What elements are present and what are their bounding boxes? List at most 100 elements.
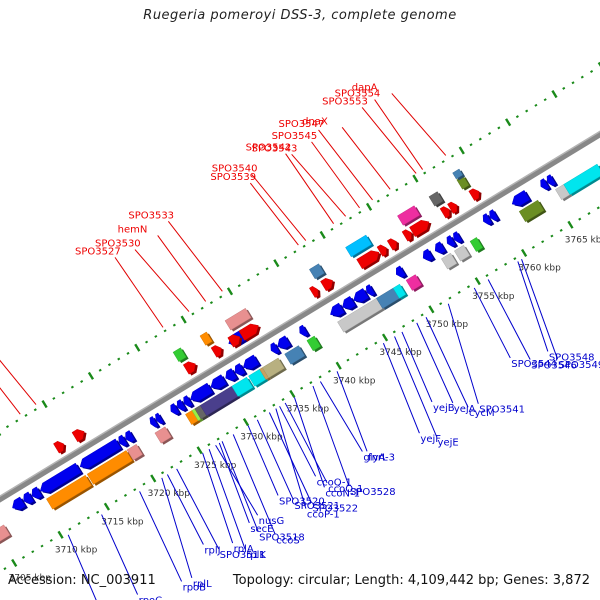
cog-feature[interactable] (126, 443, 143, 461)
cds-feature[interactable] (376, 244, 387, 257)
cog-feature[interactable] (224, 307, 252, 331)
gene-label[interactable]: SPO3553 (322, 96, 368, 107)
gene-label[interactable]: SPO3528 (350, 487, 396, 498)
cog-feature[interactable] (440, 252, 458, 270)
gene-label[interactable]: SPO3548 (549, 352, 595, 363)
cog-feature[interactable] (428, 191, 444, 207)
gene-label[interactable]: SPO3541 (479, 405, 525, 416)
cds-feature[interactable] (210, 345, 222, 358)
gene-label[interactable]: rplK (246, 550, 266, 561)
cds-feature[interactable] (39, 462, 82, 493)
cds-feature[interactable] (342, 295, 356, 310)
gene-label[interactable]: cycM (469, 408, 495, 419)
gene-label[interactable]: secE (250, 524, 273, 535)
cog-feature[interactable] (452, 168, 464, 180)
gene-label[interactable]: SPO3520 (279, 496, 325, 507)
gene-label[interactable]: SPO3518 (259, 532, 305, 543)
cog-feature[interactable] (86, 450, 133, 485)
gene-label[interactable]: SPO3545 (272, 131, 318, 142)
gene-label[interactable]: rplL (193, 579, 212, 590)
cds-feature[interactable] (308, 286, 319, 298)
gene-label[interactable]: SPO3522 (312, 504, 358, 515)
gene-label[interactable]: nusG (259, 516, 285, 527)
gene-label[interactable]: rpoC (139, 596, 163, 600)
cog-feature[interactable] (46, 474, 92, 510)
cds-feature[interactable] (227, 334, 241, 348)
cds-feature[interactable] (238, 323, 259, 341)
gene-label[interactable]: dapA (352, 82, 378, 93)
cds-feature[interactable] (468, 188, 480, 201)
cds-feature[interactable] (396, 265, 406, 278)
gene-label[interactable]: hemN (118, 224, 148, 235)
cog-feature[interactable] (397, 205, 421, 226)
gene-label[interactable]: SPO3554 (335, 89, 381, 100)
gene-label[interactable]: SPO3530 (95, 239, 141, 250)
cds-feature[interactable] (23, 491, 35, 505)
cog-feature[interactable] (284, 345, 306, 365)
gene-label[interactable]: rplJ (204, 546, 220, 557)
gene-label[interactable]: SPO3539 (210, 172, 256, 183)
cog-feature[interactable] (172, 347, 187, 363)
cog-feature[interactable] (262, 357, 285, 379)
gene-label[interactable]: glyA-3 (363, 453, 395, 464)
cog-feature[interactable] (392, 283, 407, 299)
gene-label[interactable]: yejA (454, 404, 476, 415)
cog-feature[interactable] (231, 376, 254, 397)
gene-label[interactable]: ccoN-1 (325, 488, 360, 499)
cds-feature[interactable] (489, 209, 499, 222)
gene-label[interactable]: SPO3521 (294, 501, 340, 512)
cds-feature[interactable] (234, 363, 246, 376)
cds-feature[interactable] (176, 399, 187, 412)
gene-label[interactable]: SPO3547 (279, 119, 325, 130)
cog-feature[interactable] (453, 244, 471, 262)
cog-feature[interactable] (563, 163, 600, 196)
cds-feature[interactable] (210, 374, 228, 390)
cds-feature[interactable] (353, 288, 369, 303)
cds-feature[interactable] (242, 354, 260, 370)
cog-feature[interactable] (306, 335, 321, 352)
cds-feature[interactable] (409, 219, 430, 238)
gene-label[interactable]: SPO3527 (75, 246, 121, 257)
cds-feature[interactable] (71, 429, 85, 443)
gene-label[interactable]: yejF (420, 434, 441, 445)
cds-feature[interactable] (149, 416, 159, 428)
gene-label[interactable]: SPO3543 (252, 143, 298, 154)
cds-feature[interactable] (170, 403, 180, 415)
gene-label[interactable]: ccoO-1 (328, 484, 363, 495)
cog-feature[interactable] (518, 199, 545, 223)
cds-feature[interactable] (182, 361, 196, 375)
gene-label[interactable]: SPO3542 (246, 143, 292, 154)
cds-feature[interactable] (79, 438, 122, 469)
cds-feature[interactable] (190, 382, 214, 402)
cds-feature[interactable] (401, 229, 412, 242)
cog-feature[interactable] (309, 263, 325, 280)
cds-feature[interactable] (225, 368, 238, 381)
cds-feature[interactable] (270, 342, 280, 355)
cds-feature[interactable] (53, 440, 64, 454)
cds-feature[interactable] (155, 412, 164, 425)
cog-feature[interactable] (405, 274, 422, 291)
gene-label[interactable]: SPO3544 (511, 359, 557, 370)
cds-feature[interactable] (439, 206, 450, 219)
gene-label[interactable]: rpoB (183, 582, 207, 593)
cds-feature[interactable] (386, 238, 397, 251)
cog-feature[interactable] (469, 237, 484, 252)
cog-feature[interactable] (345, 234, 372, 258)
gene-label[interactable]: dnaX (302, 116, 328, 127)
cds-feature[interactable] (453, 231, 463, 244)
cds-feature[interactable] (540, 178, 550, 191)
cds-feature[interactable] (330, 302, 345, 317)
gene-label[interactable]: yejB (433, 403, 455, 414)
gene-label[interactable]: SPO3549 (559, 360, 600, 371)
gene-label[interactable]: ccoQ-1 (317, 477, 352, 488)
cds-feature[interactable] (422, 248, 434, 262)
cds-feature[interactable] (356, 250, 380, 270)
cds-feature[interactable] (446, 235, 457, 247)
cog-feature[interactable] (0, 524, 11, 558)
cds-feature[interactable] (125, 430, 136, 443)
gene-label[interactable]: SPO3540 (212, 164, 258, 175)
cds-feature[interactable] (299, 324, 309, 337)
gene-label[interactable]: SPO3511 (220, 550, 266, 561)
gene-label[interactable]: SPO3546 (531, 360, 577, 371)
gene-label[interactable]: yejE (438, 437, 459, 448)
